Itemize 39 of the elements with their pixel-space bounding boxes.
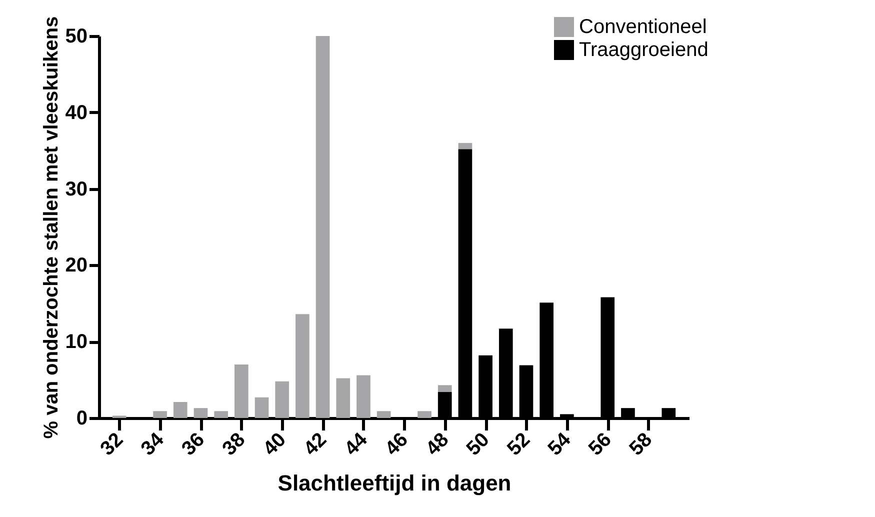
x-tick-label: 54: [544, 428, 576, 460]
bar: [153, 411, 167, 418]
legend-label: Traaggroeiend: [579, 39, 708, 61]
bar: [418, 411, 432, 418]
bar: [234, 364, 248, 418]
y-tick-label: 10: [65, 331, 88, 354]
bar: [438, 385, 452, 392]
bar: [336, 378, 350, 418]
bar: [194, 408, 208, 418]
x-tick-label: 58: [625, 428, 657, 460]
legend-label: Conventioneel: [579, 16, 707, 38]
bar: [214, 411, 228, 418]
bar: [458, 142, 472, 150]
x-tick-label: 36: [178, 428, 209, 460]
x-tick-label: 48: [422, 428, 454, 460]
x-tick-label: 42: [300, 428, 332, 460]
x-tick-label: 34: [137, 428, 169, 460]
bar: [376, 411, 391, 418]
y-axis-title: % van onderzochte stallen met vleeskuikens: [40, 16, 62, 439]
bar: [356, 375, 370, 418]
x-tick-label: 32: [96, 428, 128, 460]
bar: [275, 381, 290, 418]
bar: [173, 402, 188, 418]
y-tick-label: 40: [65, 102, 88, 124]
x-axis-title: Slachtleeftijd in dagen: [278, 470, 512, 496]
y-tick-label: 30: [65, 178, 88, 200]
bar: [296, 314, 310, 418]
x-tick-label: 40: [259, 428, 290, 460]
x-tick-label: 38: [218, 428, 250, 460]
x-tick-label: 44: [340, 428, 372, 460]
x-tick-label: 56: [584, 428, 616, 460]
bar: [254, 397, 269, 418]
x-tick-label: 50: [462, 428, 494, 460]
y-tick-label: 0: [76, 408, 88, 430]
y-tick-label: 20: [65, 254, 88, 277]
y-tick-label: 50: [65, 26, 88, 48]
x-tick-label: 52: [503, 428, 535, 460]
x-tick-label: 46: [381, 428, 412, 460]
bar: [316, 36, 330, 418]
